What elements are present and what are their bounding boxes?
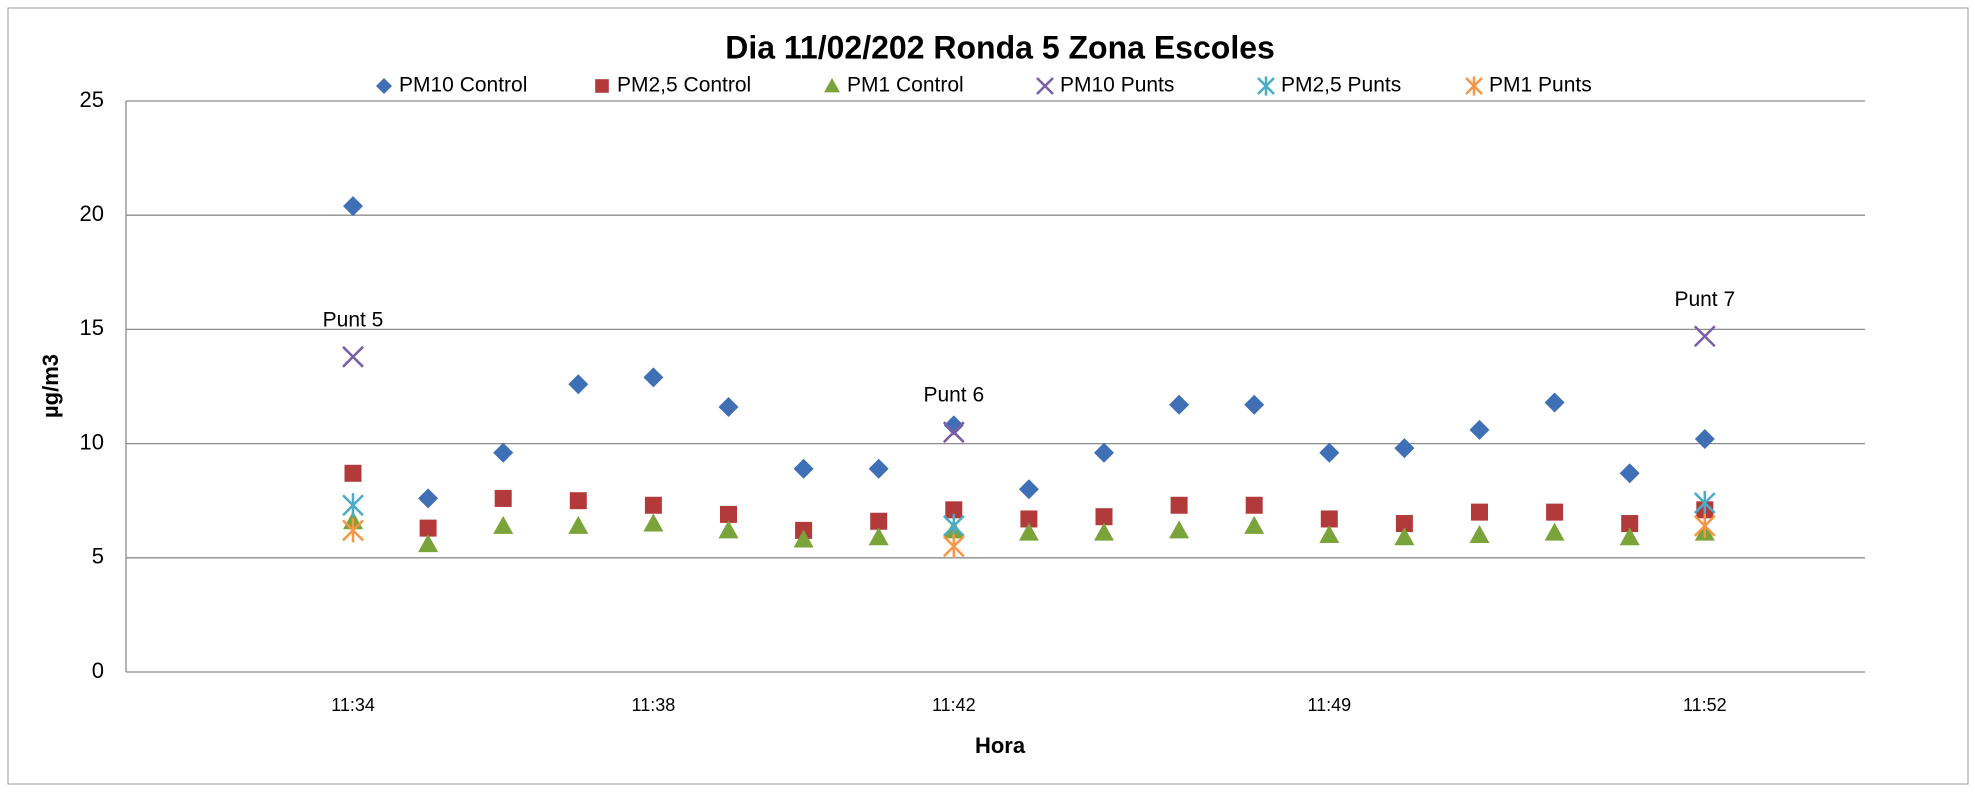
legend-label: PM2,5 Control	[617, 74, 751, 97]
marker-triangle	[793, 529, 814, 548]
marker-diamond	[1694, 429, 1715, 450]
marker-x	[1693, 325, 1716, 348]
chart-title: Dia 11/02/202 Ronda 5 Zona Escoles	[725, 29, 1275, 65]
marker-diamond	[1619, 463, 1640, 484]
marker-triangle	[1018, 522, 1039, 541]
marker-triangle	[1544, 522, 1565, 541]
x-tick-label: 11:38	[632, 695, 676, 715]
marker-triangle	[868, 527, 889, 546]
legend-marker	[1465, 76, 1483, 96]
legend-label: PM1 Control	[847, 74, 964, 97]
y-tick-label: 20	[80, 201, 104, 226]
marker-diamond	[568, 374, 589, 395]
marker-square	[1095, 508, 1113, 526]
marker-triangle	[568, 515, 589, 534]
marker-diamond	[1394, 438, 1415, 459]
marker-triangle	[643, 513, 664, 532]
legend-marker	[595, 79, 609, 93]
annotation: Punt 7	[1674, 288, 1735, 311]
marker-triangle	[718, 520, 739, 539]
marker-diamond	[793, 458, 814, 479]
annotation: Punt 6	[923, 384, 984, 407]
marker-diamond	[1169, 394, 1190, 415]
marker-diamond	[1469, 419, 1490, 440]
marker-triangle	[1619, 527, 1640, 546]
marker-diamond	[718, 397, 739, 418]
x-axis-label: Hora	[975, 733, 1026, 758]
marker-diamond	[1018, 479, 1039, 500]
marker-square	[644, 496, 662, 514]
marker-triangle	[1094, 522, 1114, 541]
y-tick-label: 15	[80, 315, 104, 340]
marker-x	[342, 345, 364, 368]
marker-diamond	[643, 367, 664, 388]
marker-square	[720, 505, 737, 523]
marker-square	[1320, 510, 1338, 528]
y-axis-label: µg/m3	[38, 354, 63, 418]
x-tick-label: 11:34	[331, 695, 375, 715]
marker-x	[942, 421, 965, 444]
marker-star	[342, 493, 364, 518]
annotation: Punt 5	[323, 308, 384, 331]
y-tick-label: 0	[92, 658, 104, 683]
marker-diamond	[418, 488, 439, 509]
marker-star	[1693, 490, 1716, 515]
marker-star	[342, 518, 364, 543]
marker-diamond	[493, 442, 514, 463]
marker-square	[344, 464, 362, 482]
marker-square	[419, 519, 437, 537]
legend-label: PM2,5 Punts	[1281, 74, 1401, 97]
marker-square	[1395, 515, 1413, 533]
marker-square	[569, 492, 587, 510]
marker-star	[942, 534, 965, 559]
marker-square	[1621, 515, 1639, 533]
marker-diamond	[1094, 442, 1114, 463]
marker-star	[1693, 513, 1716, 538]
y-tick-label: 5	[92, 544, 104, 569]
marker-triangle	[1244, 515, 1265, 534]
legend-marker	[1257, 76, 1275, 96]
marker-star	[942, 513, 965, 538]
marker-diamond	[1544, 392, 1565, 413]
marker-triangle	[1169, 520, 1190, 539]
legend-marker	[1036, 77, 1054, 95]
marker-diamond	[1319, 442, 1340, 463]
y-tick-label: 10	[80, 429, 104, 454]
marker-diamond	[343, 196, 363, 217]
marker-square	[1471, 503, 1488, 521]
marker-diamond	[943, 415, 964, 436]
marker-diamond	[1244, 394, 1265, 415]
x-tick-label: 11:52	[1683, 695, 1727, 715]
marker-diamond	[868, 458, 889, 479]
marker-square	[1245, 496, 1263, 514]
marker-square	[945, 501, 963, 519]
marker-triangle	[1319, 524, 1340, 543]
legend-marker	[824, 78, 840, 93]
marker-triangle	[1469, 524, 1490, 543]
legend-marker	[376, 78, 392, 94]
x-tick-label: 11:42	[932, 695, 976, 715]
marker-triangle	[1394, 527, 1415, 546]
marker-square	[494, 489, 512, 507]
legend-label: PM10 Punts	[1060, 74, 1174, 97]
marker-triangle	[418, 534, 439, 553]
marker-square	[870, 512, 888, 530]
chart-frame	[7, 7, 1969, 785]
marker-square	[1170, 496, 1188, 514]
y-tick-label: 25	[80, 87, 104, 112]
marker-square	[1020, 510, 1038, 528]
legend-label: PM1 Punts	[1489, 74, 1592, 97]
x-tick-label: 11:49	[1307, 695, 1351, 715]
marker-triangle	[493, 515, 514, 534]
marker-square	[1546, 503, 1564, 521]
legend-label: PM10 Control	[399, 74, 527, 97]
